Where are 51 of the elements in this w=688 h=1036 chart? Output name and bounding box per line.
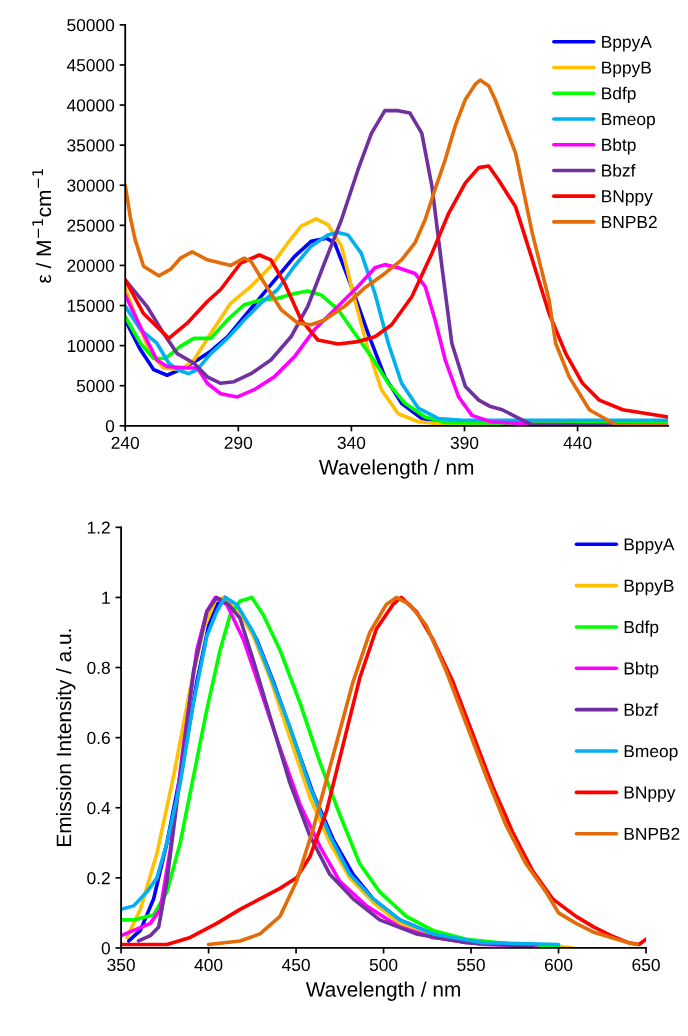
legend-label: BNppy (602, 190, 653, 206)
legend-label: BNPB2 (602, 215, 657, 228)
y-tick-label: 0 (101, 942, 110, 955)
x-tick-label: 390 (450, 436, 479, 449)
y-tick-label: 5000 (76, 379, 115, 393)
x-tick-label: 350 (107, 958, 135, 972)
x-tick-label: 440 (563, 436, 592, 449)
legend-label: BNPB2 (624, 827, 680, 840)
line-series (125, 164, 669, 419)
legend-label: BNppy (624, 786, 676, 803)
y-tick-label: 30000 (67, 179, 115, 192)
legend-label: Bdfp (624, 620, 659, 637)
y-tick-label: 25000 (67, 219, 115, 232)
legend-label: Bdfp (602, 86, 636, 103)
x-tick-label: 600 (544, 958, 573, 972)
x-tick-label: 340 (337, 436, 366, 449)
legend-label: Bmeop (602, 113, 655, 129)
x-tick-label: 450 (281, 958, 310, 972)
legend-label: Bbtp (602, 138, 636, 155)
y-tick-label: 1.2 (87, 521, 110, 534)
x-axis-title: Wavelength / nm (318, 459, 474, 479)
legend-label: Bmeop (624, 745, 678, 761)
y-tick-label: 35000 (67, 139, 115, 152)
legend-label: BppyB (624, 579, 674, 596)
y-tick-label: 0.4 (87, 801, 111, 815)
y-tick-label: 0.2 (87, 872, 110, 885)
y-axis-title: Emission Intensity / a.u. (56, 629, 76, 846)
x-tick-label: 650 (632, 958, 660, 972)
legend-label: Bbtp (624, 661, 659, 678)
legend-label: BppyB (602, 61, 651, 78)
x-tick-label: 240 (111, 436, 140, 449)
y-tick-label: 20000 (67, 259, 115, 272)
x-tick-label: 550 (457, 958, 485, 972)
y-tick-label: 50000 (67, 19, 115, 32)
x-tick-label: 400 (194, 958, 223, 972)
legend-label: Bbzf (624, 703, 659, 716)
legend-label: BppyA (602, 35, 652, 52)
y-tick-label: 0.8 (87, 661, 110, 674)
y-tick-label: 15000 (67, 299, 115, 312)
y-tick-label: 1 (102, 591, 110, 604)
y-tick-label: 40000 (66, 99, 115, 112)
y-axis-title: ε / M$^{−1}$cm$^{−1}$ (32, 169, 52, 283)
y-tick-label: 0.6 (87, 731, 110, 745)
y-tick-label: 0 (105, 419, 115, 433)
legend-label: BppyA (624, 538, 675, 554)
y-tick-label: 45000 (66, 59, 115, 72)
x-tick-label: 290 (224, 436, 253, 449)
y-tick-label: 10000 (67, 339, 115, 353)
legend-label: Bbzf (602, 163, 636, 177)
x-axis-title: Wavelength / nm (305, 981, 460, 1001)
x-tick-label: 500 (369, 958, 398, 972)
